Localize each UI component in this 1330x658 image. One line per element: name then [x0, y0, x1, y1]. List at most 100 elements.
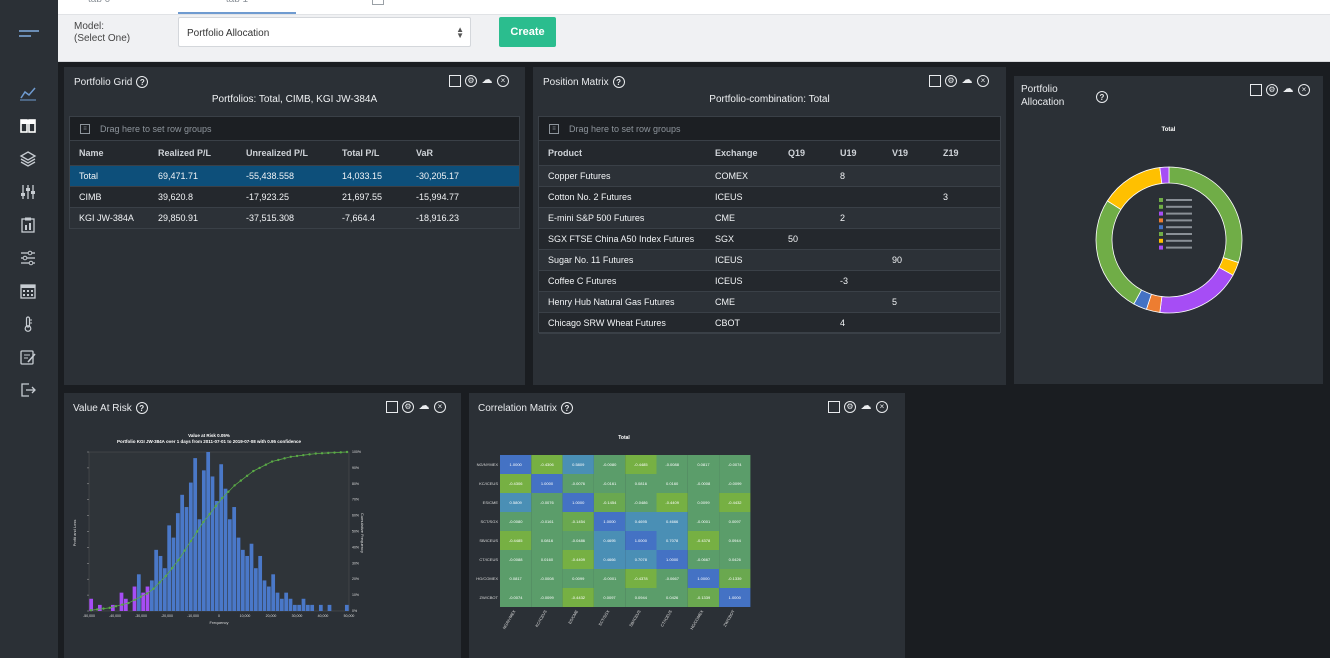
- column-header[interactable]: Product: [539, 141, 706, 166]
- column-header[interactable]: Exchange: [706, 141, 779, 166]
- position-matrix-table: ≡ Drag here to set row groups Product Ex…: [538, 116, 1001, 334]
- help-icon[interactable]: ?: [560, 402, 573, 414]
- heatmap-cell: [625, 474, 657, 493]
- close-icon[interactable]: ×: [876, 401, 888, 413]
- table-cell: CIMB: [70, 186, 149, 208]
- close-icon[interactable]: ×: [1298, 84, 1310, 96]
- column-header[interactable]: V19: [883, 141, 934, 166]
- table-row[interactable]: Coffee C Futures ICEUS -3: [539, 270, 1000, 292]
- close-icon[interactable]: ×: [434, 401, 446, 413]
- clipboard-icon[interactable]: [19, 216, 37, 234]
- heatmap-row-label: KC/ICEUS: [479, 481, 498, 486]
- calendar-icon[interactable]: [19, 282, 37, 300]
- tab-1[interactable]: tab 1: [178, 0, 296, 14]
- maximize-icon[interactable]: [828, 401, 840, 413]
- heatmap-value: -0.4485: [509, 538, 523, 543]
- position-matrix: Product Exchange Q19 U19 V19 Z19 Copper …: [539, 141, 1000, 334]
- download-icon[interactable]: ☁: [860, 400, 872, 412]
- heatmap-cell: [500, 531, 532, 550]
- menu-icon[interactable]: [0, 0, 58, 62]
- filter-sliders-icon[interactable]: [19, 249, 37, 267]
- download-icon[interactable]: ☁: [1282, 83, 1294, 95]
- heatmap-value: -0.0161: [540, 519, 554, 524]
- heatmap-row-label: HG/COMEX: [476, 576, 498, 581]
- tab-0[interactable]: tab 0: [88, 0, 110, 14]
- settings-icon[interactable]: ⚙: [402, 401, 414, 413]
- heatmap-value: 0.5809: [510, 500, 523, 505]
- y2-tick-label: 70%: [352, 498, 359, 502]
- help-icon[interactable]: ?: [135, 402, 148, 414]
- table-cell: -7,664.4: [333, 207, 407, 229]
- table-row[interactable]: Total 69,471.71 -55,438.558 14,033.15 -3…: [70, 165, 519, 187]
- panel-title: Position Matrix ?: [543, 76, 625, 88]
- y2-tick-label: 100%: [352, 450, 361, 454]
- table-row[interactable]: Cotton No. 2 Futures ICEUS 3: [539, 186, 1000, 208]
- heatmap-value: -0.0008: [540, 576, 554, 581]
- table-row[interactable]: Sugar No. 11 Futures ICEUS 90: [539, 249, 1000, 271]
- download-icon[interactable]: ☁: [481, 74, 493, 86]
- close-icon[interactable]: ×: [497, 75, 509, 87]
- heatmap-value: -0.4378: [697, 538, 711, 543]
- help-icon[interactable]: ?: [612, 76, 625, 88]
- table-cell: -17,923.25: [237, 186, 333, 208]
- settings-icon[interactable]: ⚙: [844, 401, 856, 413]
- table-row[interactable]: E-mini S&P 500 Futures CME 2: [539, 207, 1000, 229]
- close-icon[interactable]: ×: [977, 75, 989, 87]
- histogram-bar: [89, 598, 94, 611]
- thermometer-icon[interactable]: [19, 315, 37, 333]
- panel-tools: ⚙ ☁ ×: [449, 75, 509, 87]
- x-axis-label: Frequency: [210, 620, 229, 625]
- cumulative-point: [283, 457, 286, 460]
- table-row[interactable]: KGI JW-384A 29,850.91 -37,515.308 -7,664…: [70, 207, 519, 229]
- download-icon[interactable]: ☁: [961, 74, 973, 86]
- help-icon[interactable]: ?: [136, 76, 149, 88]
- download-icon[interactable]: ☁: [418, 400, 430, 412]
- table-row[interactable]: Copper Futures COMEX 8: [539, 165, 1000, 187]
- heatmap-value: -0.0161: [603, 481, 617, 486]
- sliders-icon[interactable]: [19, 183, 37, 201]
- maximize-icon[interactable]: [1250, 84, 1262, 96]
- model-label: Model: (Select One): [74, 21, 130, 45]
- add-tab-icon[interactable]: [372, 0, 384, 5]
- heatmap-value: -0.0008: [697, 481, 711, 486]
- maximize-icon[interactable]: [929, 75, 941, 87]
- line-chart-icon[interactable]: [19, 84, 37, 102]
- cumulative-point: [121, 603, 124, 606]
- column-header[interactable]: Unrealized P/L: [237, 141, 333, 166]
- layers-icon[interactable]: [19, 150, 37, 168]
- column-header[interactable]: U19: [831, 141, 883, 166]
- table-row[interactable]: Chicago SRW Wheat Futures CBOT 4: [539, 312, 1000, 334]
- maximize-icon[interactable]: [386, 401, 398, 413]
- table-row[interactable]: Henry Hub Natural Gas Futures CME 5: [539, 291, 1000, 313]
- columns-icon[interactable]: [19, 117, 37, 135]
- histogram-bar: [271, 574, 276, 611]
- settings-icon[interactable]: ⚙: [945, 75, 957, 87]
- heatmap-cell: [719, 531, 751, 550]
- column-header[interactable]: Total P/L: [333, 141, 407, 166]
- heatmap-cell: [562, 474, 594, 493]
- create-button[interactable]: Create: [499, 17, 556, 47]
- logout-icon[interactable]: [19, 381, 37, 399]
- maximize-icon[interactable]: [449, 75, 461, 87]
- heatmap-value: 0.5809: [572, 462, 585, 467]
- column-header[interactable]: Q19: [779, 141, 831, 166]
- table-cell: [883, 186, 934, 208]
- var-histogram-chart: -50,000 -40,000 -30,000 -20,000 -10,000 0 10,0…: [72, 450, 365, 625]
- help-icon[interactable]: ?: [1096, 91, 1108, 103]
- model-select[interactable]: Portfolio Allocation ▲ ▼: [178, 17, 471, 47]
- table-cell: [883, 165, 934, 187]
- heatmap-cell: [625, 493, 657, 512]
- column-header[interactable]: Z19: [934, 141, 1000, 166]
- column-header[interactable]: Realized P/L: [149, 141, 237, 166]
- edit-doc-icon[interactable]: [19, 348, 37, 366]
- table-row[interactable]: CIMB 39,620.8 -17,923.25 21,697.55 -15,9…: [70, 186, 519, 208]
- histogram-bar: [149, 580, 154, 611]
- settings-icon[interactable]: ⚙: [1266, 84, 1278, 96]
- column-header[interactable]: VaR: [407, 141, 519, 166]
- heatmap-value: 0.0816: [541, 538, 554, 543]
- row-group-bar[interactable]: ≡ Drag here to set row groups: [70, 117, 519, 141]
- table-row[interactable]: SGX FTSE China A50 Index Futures SGX 50: [539, 228, 1000, 250]
- settings-icon[interactable]: ⚙: [465, 75, 477, 87]
- row-group-bar[interactable]: ≡ Drag here to set row groups: [539, 117, 1000, 141]
- column-header[interactable]: Name: [70, 141, 149, 166]
